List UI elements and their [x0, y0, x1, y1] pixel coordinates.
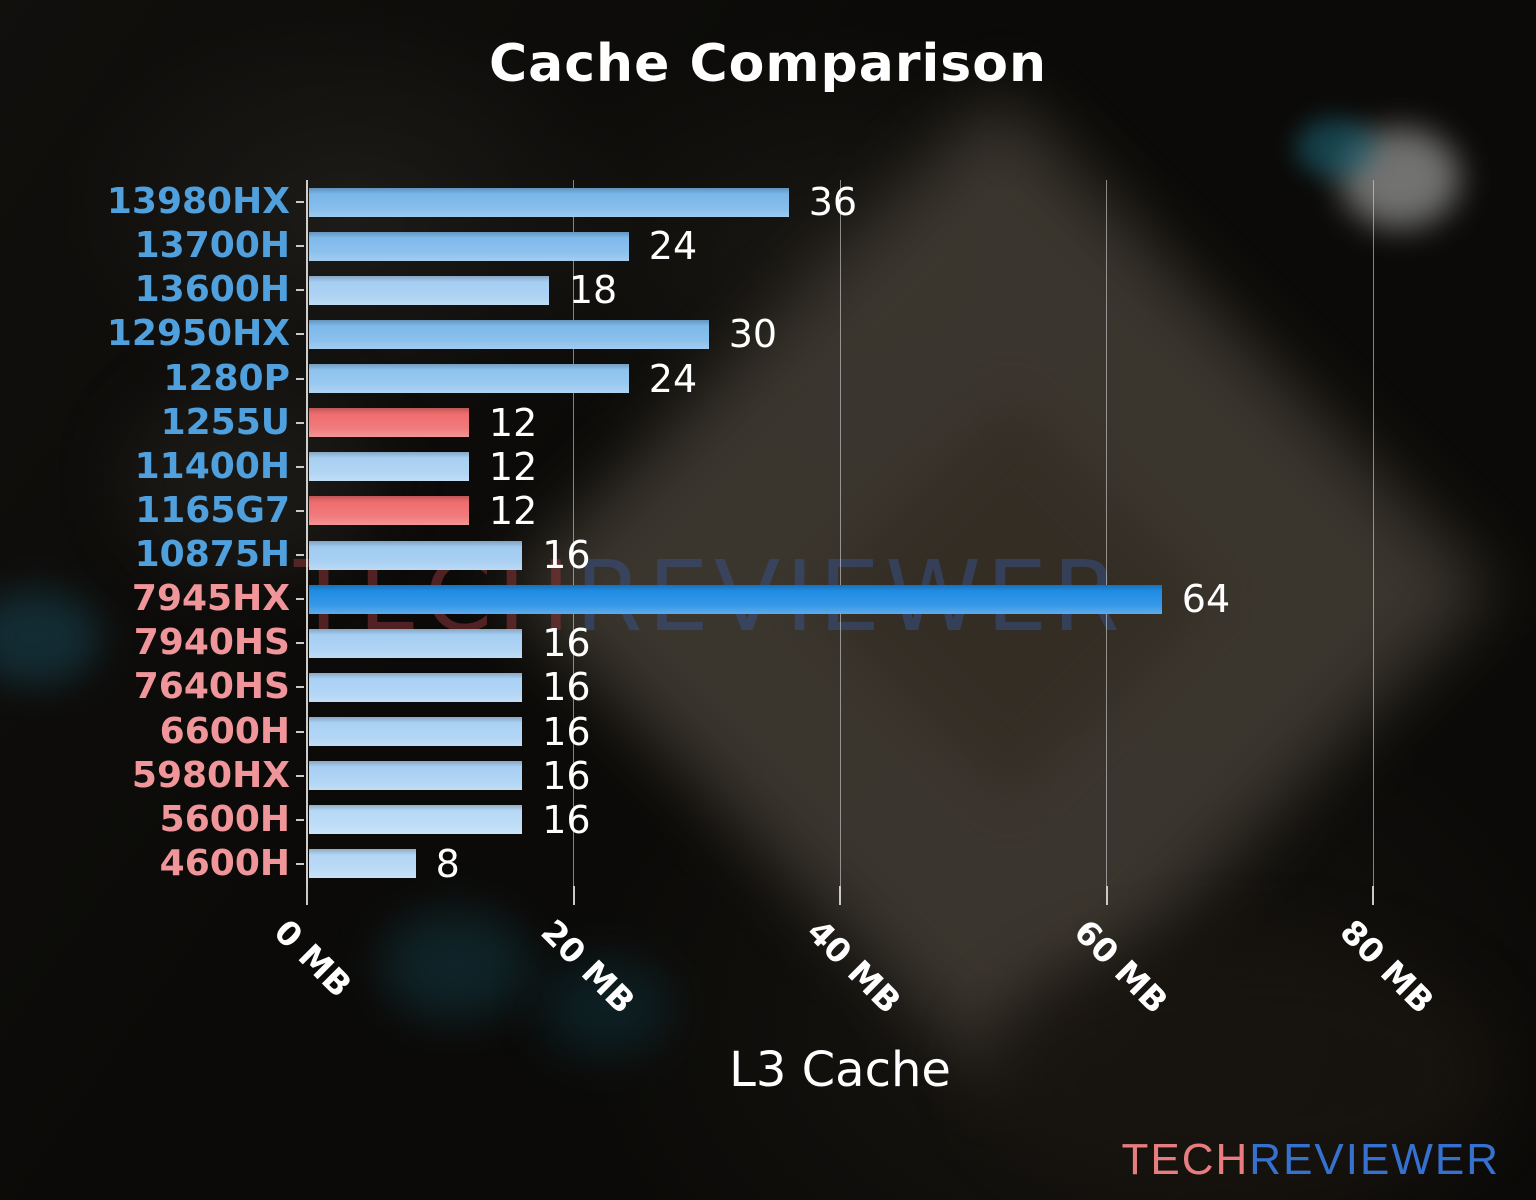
x-tick-label: 60 MB — [1066, 911, 1176, 1022]
x-tick — [1105, 886, 1108, 905]
chart-title: Cache Comparison — [488, 34, 1047, 94]
x-axis-title: L3 Cache — [729, 1042, 951, 1098]
x-tick — [306, 886, 308, 905]
x-tick-label: 80 MB — [1332, 911, 1442, 1022]
logo-tech: TECH — [1121, 1135, 1250, 1184]
brand-logo: TECHREVIEWER — [1122, 1138, 1500, 1182]
x-tick — [1372, 886, 1374, 905]
logo-reviewer: REVIEWER — [1249, 1135, 1500, 1184]
x-tick-label: 0 MB — [266, 911, 360, 1005]
x-tick-label: 20 MB — [533, 911, 643, 1022]
x-tick-label: 40 MB — [799, 911, 909, 1022]
x-tick — [839, 886, 841, 905]
x-tick — [572, 886, 575, 905]
